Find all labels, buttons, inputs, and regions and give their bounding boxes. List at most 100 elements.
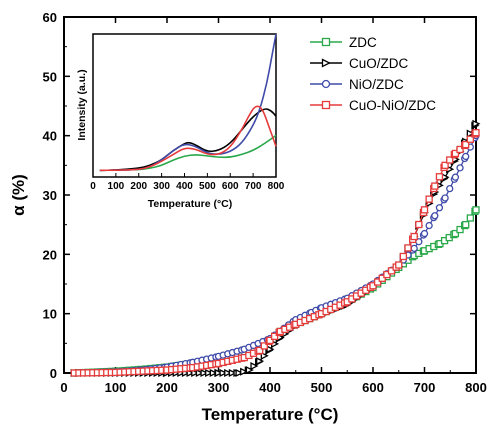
main-ticks: 0 100 200 300 400 500 600 700 800 0 10 20 30 40 50 60 bbox=[43, 10, 487, 395]
inset-y-axis-title: Intensity (a.u.) bbox=[76, 69, 88, 140]
x-tick-label: 500 bbox=[311, 380, 333, 395]
data-point bbox=[420, 229, 429, 238]
inset-x-tick-label: 400 bbox=[176, 181, 193, 192]
y-tick-label: 40 bbox=[43, 129, 57, 144]
x-tick-label: 0 bbox=[60, 380, 67, 395]
inset-ticks: 0 100 200 300 400 500 600 700 800 bbox=[90, 173, 285, 192]
x-tick-label: 700 bbox=[414, 380, 436, 395]
data-point bbox=[425, 195, 433, 203]
data-point bbox=[399, 252, 408, 261]
data-point bbox=[240, 367, 249, 376]
data-point bbox=[466, 129, 475, 138]
data-point bbox=[462, 152, 470, 161]
legend-label: CuO-NiO/ZDC bbox=[349, 98, 436, 113]
data-point bbox=[441, 161, 449, 169]
legend-marker bbox=[321, 100, 331, 110]
data-point bbox=[466, 135, 474, 143]
data-point bbox=[451, 173, 460, 181]
data-point bbox=[260, 351, 269, 360]
data-point bbox=[378, 274, 386, 282]
data-point bbox=[200, 368, 209, 378]
data-point bbox=[446, 184, 454, 193]
data-point bbox=[472, 119, 481, 128]
y-tick-label: 0 bbox=[50, 366, 57, 381]
legend-marker bbox=[321, 37, 331, 47]
inset-x-tick-label: 600 bbox=[222, 181, 239, 192]
inset-curve-cuo-zdc bbox=[99, 108, 277, 172]
data-point bbox=[466, 214, 474, 222]
data-point bbox=[456, 145, 464, 154]
inset-x-tick-label: 100 bbox=[108, 181, 125, 192]
data-point bbox=[456, 164, 464, 172]
x-tick-label: 600 bbox=[362, 380, 384, 395]
data-point bbox=[270, 332, 279, 341]
data-point bbox=[256, 357, 265, 366]
data-point bbox=[256, 346, 264, 355]
data-point bbox=[425, 221, 433, 230]
data-point bbox=[205, 368, 214, 378]
data-point bbox=[420, 206, 429, 214]
data-point bbox=[441, 194, 449, 202]
inset-x-tick-label: 800 bbox=[268, 181, 285, 192]
data-point bbox=[209, 368, 218, 378]
data-point bbox=[214, 368, 223, 378]
y-tick-label: 60 bbox=[43, 10, 57, 25]
legend-item-nio-zdc: NiO/ZDC bbox=[310, 77, 404, 92]
legend-item-cuo-zdc: CuO/ZDC bbox=[310, 56, 409, 71]
data-point bbox=[451, 229, 460, 238]
y-axis-title: α (%) bbox=[9, 174, 28, 216]
x-tick-label: 800 bbox=[465, 380, 487, 395]
data-point bbox=[446, 156, 454, 164]
data-point bbox=[224, 368, 233, 378]
data-point bbox=[383, 270, 391, 279]
data-point bbox=[395, 261, 403, 269]
data-point bbox=[435, 204, 444, 212]
data-point bbox=[462, 140, 470, 149]
legend-marker bbox=[321, 58, 331, 68]
series-cuo-nio-zdc bbox=[70, 129, 480, 377]
inset-x-tick-label: 700 bbox=[245, 181, 262, 192]
data-point bbox=[235, 368, 244, 378]
inset-x-tick-label: 300 bbox=[153, 181, 170, 192]
data-point bbox=[219, 368, 228, 378]
y-tick-label: 30 bbox=[43, 188, 57, 203]
legend-label: NiO/ZDC bbox=[349, 77, 404, 92]
x-tick-label: 200 bbox=[156, 380, 178, 395]
data-point bbox=[431, 182, 439, 190]
data-point bbox=[387, 267, 396, 275]
data-point bbox=[404, 244, 412, 252]
legend-item-zdc: ZDC bbox=[310, 35, 377, 50]
data-point bbox=[435, 173, 444, 181]
data-point bbox=[410, 232, 418, 241]
data-point bbox=[228, 368, 237, 378]
data-point bbox=[266, 336, 274, 345]
data-point bbox=[472, 129, 480, 137]
data-point bbox=[472, 206, 480, 214]
inset-x-tick-label: 500 bbox=[199, 181, 216, 192]
data-point bbox=[451, 149, 460, 158]
data-point bbox=[260, 342, 268, 350]
data-point bbox=[250, 361, 259, 371]
inset-curve-cuo-nio-zdc bbox=[99, 105, 277, 172]
legend-marker bbox=[321, 79, 331, 89]
series-zdc bbox=[70, 206, 480, 377]
data-point bbox=[410, 244, 418, 253]
x-tick-label: 400 bbox=[259, 380, 281, 395]
y-tick-label: 50 bbox=[43, 69, 57, 84]
data-point bbox=[195, 368, 204, 378]
inset-x-tick-label: 0 bbox=[90, 181, 96, 192]
data-point bbox=[456, 225, 464, 234]
data-point bbox=[373, 278, 382, 286]
y-tick-label: 10 bbox=[43, 307, 57, 322]
y-tick-label: 20 bbox=[43, 247, 57, 262]
main-series bbox=[70, 119, 481, 378]
data-point bbox=[245, 365, 254, 375]
inset-series bbox=[99, 33, 277, 172]
data-point bbox=[369, 282, 377, 290]
inset-x-tick-label: 200 bbox=[130, 181, 147, 192]
legend-label: CuO/ZDC bbox=[349, 56, 409, 71]
legend: ZDC CuO/ZDC NiO/ZDC CuO-NiO/ZDC bbox=[310, 35, 436, 113]
legend-item-cuo-nio-zdc: CuO-NiO/ZDC bbox=[310, 98, 436, 113]
